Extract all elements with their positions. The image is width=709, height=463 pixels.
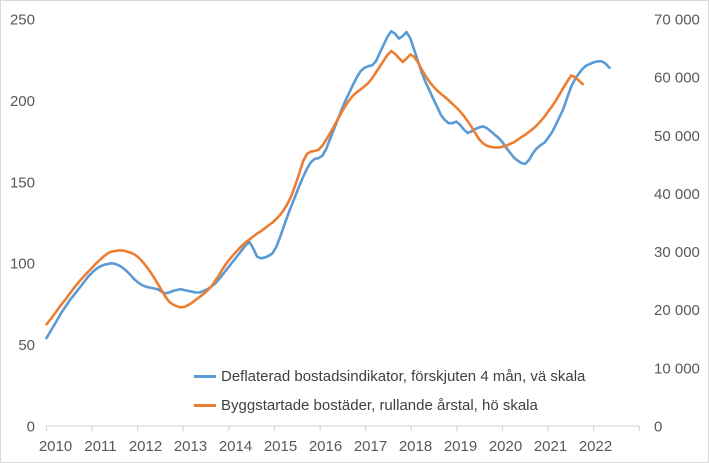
x-axis-year-label: 2020 bbox=[489, 438, 522, 455]
y-axis-right-tick-label: 40 000 bbox=[654, 186, 700, 203]
legend-item-byggstartade-bostader: Byggstartade bostäder, rullande årstal, … bbox=[194, 391, 585, 420]
legend-label-deflaterad-bostadsindikator: Deflaterad bostadsindikator, förskjuten … bbox=[221, 368, 586, 385]
y-axis-right-tick-label: 50 000 bbox=[654, 128, 700, 145]
y-axis-right-tick-label: 10 000 bbox=[654, 360, 700, 377]
x-axis-year-label: 2019 bbox=[444, 438, 477, 455]
x-axis-year-label: 2021 bbox=[534, 438, 567, 455]
x-axis-year-label: 2014 bbox=[219, 438, 252, 455]
y-axis-left-tick-label: 150 bbox=[10, 174, 35, 191]
y-axis-right-tick-label: 0 bbox=[654, 419, 662, 436]
series-line-byggstartade-bostader bbox=[45, 49, 585, 326]
x-axis-year-label: 2011 bbox=[84, 438, 116, 455]
y-axis-left-tick-label: 200 bbox=[10, 93, 35, 110]
y-axis-left-tick-label: 50 bbox=[18, 337, 35, 354]
y-axis-right-tick-label: 30 000 bbox=[654, 244, 700, 261]
chart-legend: Deflaterad bostadsindikator, förskjuten … bbox=[194, 362, 585, 420]
series-line-deflaterad-bostadsindikator bbox=[45, 29, 611, 340]
y-axis-right-tick-label: 60 000 bbox=[654, 70, 700, 87]
x-axis-year-label: 2018 bbox=[399, 438, 432, 455]
y-axis-left-tick-label: 250 bbox=[10, 12, 35, 29]
y-axis-left-tick-label: 0 bbox=[27, 419, 35, 436]
y-axis-right-tick-label: 20 000 bbox=[654, 302, 700, 319]
x-axis-year-label: 2016 bbox=[309, 438, 342, 455]
x-axis-year-label: 2022 bbox=[579, 438, 612, 455]
x-axis-year-label: 2012 bbox=[129, 438, 162, 455]
legend-line-swatch-orange bbox=[194, 404, 216, 407]
x-axis-year-label: 2017 bbox=[354, 438, 387, 455]
legend-line-swatch-blue bbox=[194, 375, 216, 378]
x-axis-year-label: 2010 bbox=[39, 438, 72, 455]
x-axis-year-label: 2013 bbox=[174, 438, 207, 455]
legend-item-deflaterad-bostadsindikator: Deflaterad bostadsindikator, förskjuten … bbox=[194, 362, 585, 391]
y-axis-right-tick-label: 70 000 bbox=[654, 12, 700, 29]
x-axis-year-label: 2015 bbox=[264, 438, 297, 455]
legend-label-byggstartade-bostader: Byggstartade bostäder, rullande årstal, … bbox=[221, 397, 538, 414]
y-axis-left-tick-label: 100 bbox=[10, 256, 35, 273]
